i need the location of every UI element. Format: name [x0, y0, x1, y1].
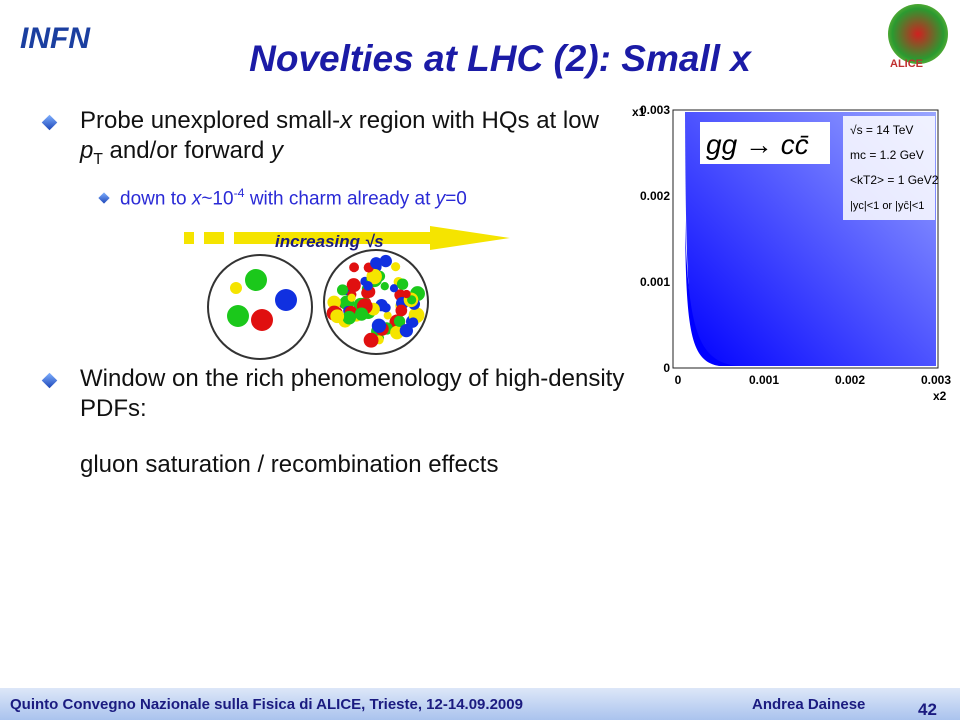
- parton: [396, 278, 409, 290]
- text: x: [191, 188, 202, 210]
- parton: [354, 307, 369, 321]
- title: Novelties at LHC (2): Small x: [249, 38, 751, 79]
- parton: [383, 311, 392, 320]
- plot: gg → cc̄ √s = 14 TeV mc = 1.2 GeV <kT2> …: [632, 103, 951, 403]
- parton: [380, 282, 389, 291]
- parton: [366, 268, 382, 285]
- x-tick-label: 0.002: [835, 373, 865, 387]
- text: and/or forward: [102, 137, 271, 164]
- illustration: increasing √s: [184, 226, 510, 360]
- process-box: [700, 122, 830, 164]
- text: p: [80, 137, 94, 164]
- alice-logo: [888, 4, 948, 64]
- conference: Quinto Convegno Nazionale sulla Fisica d…: [10, 696, 523, 713]
- parton: [230, 282, 242, 294]
- parton: [336, 284, 349, 296]
- parton: [371, 318, 387, 333]
- y-tick-label: 0.001: [640, 275, 670, 289]
- parton: [407, 295, 417, 305]
- parton: [370, 257, 383, 270]
- arrow: [234, 226, 510, 250]
- parton: [330, 309, 345, 324]
- parton: [346, 278, 361, 293]
- text: Probe unexplored small-: [80, 107, 341, 134]
- text: x: [340, 107, 353, 134]
- text: T: [93, 150, 103, 168]
- text: gluon saturation / recombination effects: [80, 451, 499, 478]
- x-tick-label: 0.003: [921, 373, 951, 387]
- bullet-icon: [41, 372, 58, 389]
- y-tick-label: 0.002: [640, 189, 670, 203]
- arrow-dash: [204, 232, 224, 244]
- parton: [379, 254, 392, 268]
- legend-box: [843, 116, 935, 220]
- text: ~10: [201, 188, 234, 210]
- bullet-icon: [41, 114, 58, 131]
- x-tick-label: 0.001: [749, 373, 779, 387]
- parton: [381, 302, 391, 313]
- partons: [326, 254, 425, 348]
- sub-bullet-icon: [98, 192, 110, 204]
- parton: [402, 289, 411, 299]
- proton-low: [207, 254, 313, 360]
- text: y: [270, 137, 283, 164]
- text: Window on the rich phenomenology of high…: [80, 365, 625, 422]
- text: increasing: [275, 232, 365, 251]
- text: =0: [445, 188, 467, 210]
- y-tick-label: 0: [663, 361, 670, 375]
- arrow-dash: [184, 232, 194, 244]
- text: with charm already at: [244, 188, 436, 210]
- parton: [391, 262, 401, 272]
- logo: INFN: [20, 22, 90, 55]
- parton: [227, 305, 249, 327]
- text: -4: [233, 186, 245, 200]
- parton: [347, 293, 356, 302]
- page-number: 42: [918, 700, 937, 719]
- parton: [395, 304, 408, 317]
- legend: |yc|<1 or |yc̄|<1: [850, 200, 924, 212]
- parton: [393, 315, 406, 327]
- sub-bullet: down to x~10-4 with charm already at y=0: [120, 186, 640, 210]
- line: gluon saturation / recombination effects: [80, 450, 498, 480]
- parton: [408, 317, 419, 328]
- arrow-label: increasing √s: [275, 232, 384, 251]
- legend: √s = 14 TeV: [850, 123, 913, 137]
- parton: [399, 323, 414, 338]
- author: Andrea Dainese: [752, 696, 866, 713]
- y-label: x1: [632, 105, 646, 119]
- bullet: Probe unexplored small-x region with HQs…: [80, 106, 620, 175]
- parton: [363, 281, 373, 291]
- process: gg → cc̄: [706, 129, 809, 160]
- parton: [327, 295, 341, 310]
- parton: [349, 262, 359, 273]
- parton: [245, 269, 267, 291]
- legend: mc = 1.2 GeV: [850, 148, 924, 162]
- x-tick-label: 0: [675, 373, 682, 387]
- x-label: x2: [933, 389, 947, 403]
- text: down to: [120, 188, 192, 210]
- badge: ALICE: [890, 58, 923, 70]
- text: region with HQs at low: [352, 107, 599, 134]
- parton: [342, 310, 357, 325]
- parton: [389, 284, 399, 293]
- parton: [275, 289, 297, 311]
- parton: [251, 309, 273, 331]
- text: √s: [365, 232, 384, 251]
- parton: [363, 332, 379, 348]
- legend: <kT2> = 1 GeV2: [850, 173, 939, 187]
- bullet: Window on the rich phenomenology of high…: [80, 364, 625, 424]
- y-tick-label: 0.003: [640, 103, 670, 117]
- footer: [0, 688, 960, 720]
- ticks: 0 0.001 0.002 0.003 0 0.001 0.002 0.003: [640, 103, 951, 387]
- text: y: [435, 188, 446, 210]
